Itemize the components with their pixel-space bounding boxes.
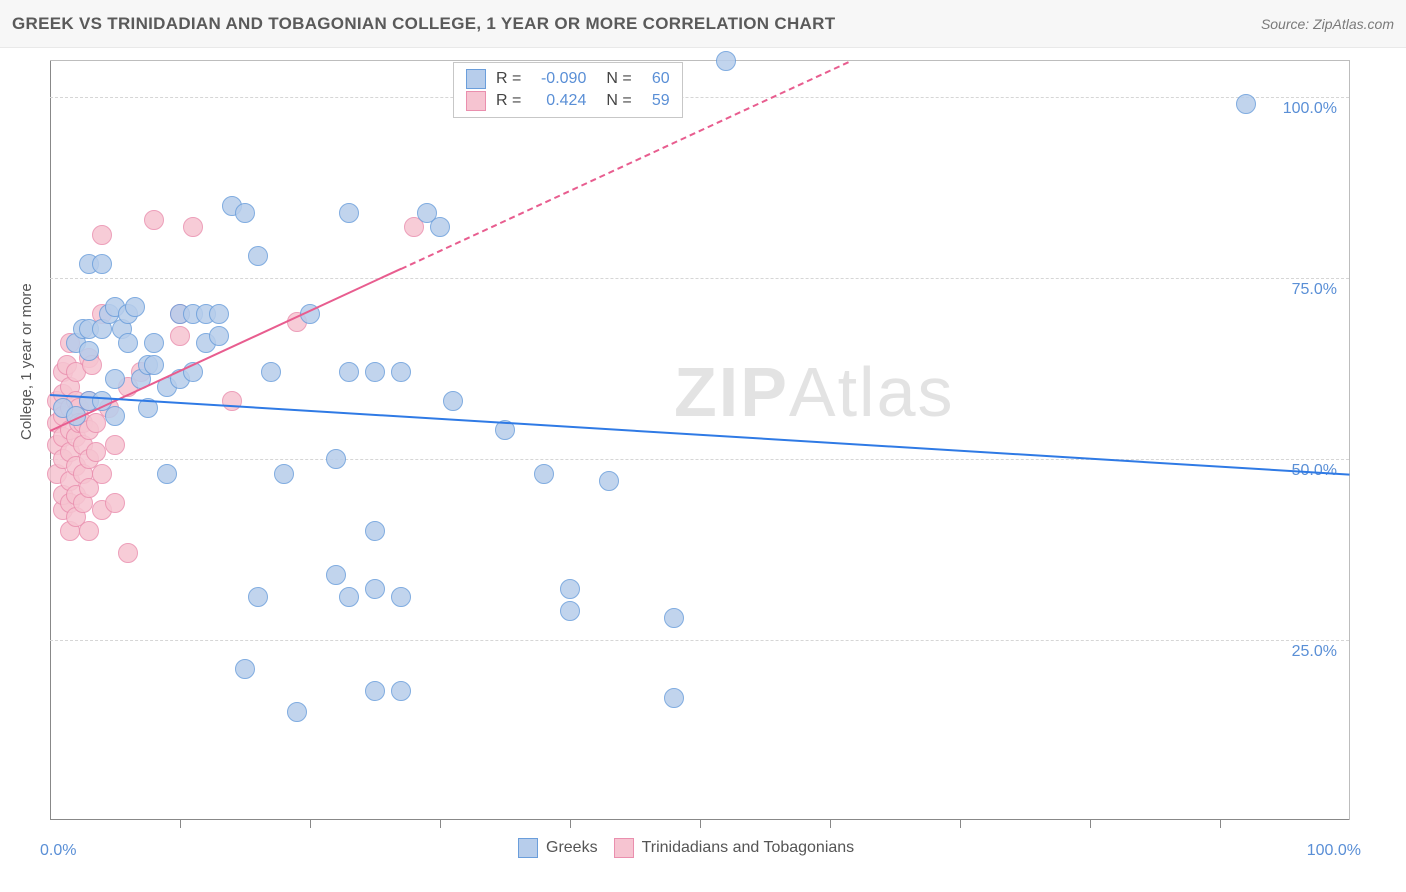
data-point-greeks <box>716 51 736 71</box>
data-point-greeks <box>560 579 580 599</box>
data-point-greeks <box>144 333 164 353</box>
data-point-greeks <box>105 369 125 389</box>
data-point-greeks <box>92 254 112 274</box>
xtick <box>830 820 831 828</box>
data-point-trinidadians <box>222 391 242 411</box>
data-point-greeks <box>430 217 450 237</box>
data-point-greeks <box>125 297 145 317</box>
data-point-trinidadians <box>86 442 106 462</box>
xtick <box>180 820 181 828</box>
legend-swatch <box>614 838 634 858</box>
data-point-greeks <box>235 659 255 679</box>
data-point-greeks <box>118 333 138 353</box>
watermark-zip: ZIP <box>674 353 789 431</box>
data-point-greeks <box>599 471 619 491</box>
watermark-atlas: Atlas <box>789 353 955 431</box>
data-point-greeks <box>274 464 294 484</box>
r-value: -0.090 <box>531 70 586 88</box>
xtick-label-min: 0.0% <box>40 842 76 860</box>
xtick <box>960 820 961 828</box>
xtick <box>1220 820 1221 828</box>
data-point-greeks <box>365 362 385 382</box>
legend-item-trinidadians: Trinidadians and Tobagonians <box>614 838 855 858</box>
r-label: R = <box>496 92 521 110</box>
n-value: 60 <box>642 70 670 88</box>
legend-label: Trinidadians and Tobagonians <box>642 839 855 857</box>
xtick <box>440 820 441 828</box>
r-label: R = <box>496 70 521 88</box>
n-label: N = <box>606 92 631 110</box>
xtick <box>1090 820 1091 828</box>
data-point-greeks <box>261 362 281 382</box>
data-point-greeks <box>287 702 307 722</box>
data-point-greeks <box>534 464 554 484</box>
data-point-trinidadians <box>92 225 112 245</box>
data-point-greeks <box>339 203 359 223</box>
watermark: ZIPAtlas <box>674 352 955 432</box>
chart-title: GREEK VS TRINIDADIAN AND TOBAGONIAN COLL… <box>12 14 835 34</box>
data-point-trinidadians <box>170 326 190 346</box>
data-point-greeks <box>209 326 229 346</box>
data-point-trinidadians <box>105 493 125 513</box>
data-point-trinidadians <box>144 210 164 230</box>
gridline-h <box>50 459 1349 460</box>
n-value: 59 <box>642 92 670 110</box>
legend-label: Greeks <box>546 839 598 857</box>
data-point-greeks <box>235 203 255 223</box>
source-attribution: Source: ZipAtlas.com <box>1261 16 1394 32</box>
data-point-greeks <box>209 304 229 324</box>
data-point-greeks <box>560 601 580 621</box>
scatter-plot-area: 25.0%50.0%75.0%100.0%ZIPAtlas <box>50 60 1350 820</box>
data-point-greeks <box>391 681 411 701</box>
legend-swatch <box>518 838 538 858</box>
legend-row-greeks: R = -0.090 N = 60 <box>466 68 670 90</box>
xtick <box>570 820 571 828</box>
r-value: 0.424 <box>531 92 586 110</box>
legend-swatch <box>466 91 486 111</box>
trend-line <box>50 394 1350 476</box>
title-bar: GREEK VS TRINIDADIAN AND TOBAGONIAN COLL… <box>0 0 1406 48</box>
data-point-trinidadians <box>92 464 112 484</box>
data-point-greeks <box>365 521 385 541</box>
legend-row-trinidadians: R = 0.424 N = 59 <box>466 90 670 112</box>
data-point-greeks <box>391 362 411 382</box>
legend-swatch <box>466 69 486 89</box>
y-axis-label: College, 1 year or more <box>18 283 35 440</box>
ytick-label: 75.0% <box>1292 281 1337 299</box>
data-point-greeks <box>339 587 359 607</box>
data-point-greeks <box>79 341 99 361</box>
gridline-h <box>50 278 1349 279</box>
gridline-h <box>50 97 1349 98</box>
data-point-greeks <box>144 355 164 375</box>
data-point-greeks <box>248 246 268 266</box>
series-legend: Greeks Trinidadians and Tobagonians <box>518 838 854 858</box>
xtick <box>700 820 701 828</box>
data-point-greeks <box>326 565 346 585</box>
data-point-greeks <box>365 579 385 599</box>
data-point-greeks <box>1236 94 1256 114</box>
data-point-greeks <box>664 688 684 708</box>
legend-item-greeks: Greeks <box>518 838 598 858</box>
data-point-greeks <box>443 391 463 411</box>
data-point-trinidadians <box>118 543 138 563</box>
data-point-greeks <box>157 464 177 484</box>
data-point-greeks <box>365 681 385 701</box>
data-point-trinidadians <box>183 217 203 237</box>
ytick-label: 100.0% <box>1283 100 1337 118</box>
data-point-greeks <box>664 608 684 628</box>
data-point-greeks <box>326 449 346 469</box>
gridline-h <box>50 640 1349 641</box>
data-point-greeks <box>248 587 268 607</box>
data-point-greeks <box>339 362 359 382</box>
xtick-label-max: 100.0% <box>1307 842 1361 860</box>
correlation-legend: R = -0.090 N = 60 R = 0.424 N = 59 <box>453 62 683 118</box>
data-point-trinidadians <box>105 435 125 455</box>
data-point-trinidadians <box>79 521 99 541</box>
n-label: N = <box>606 70 631 88</box>
ytick-label: 25.0% <box>1292 643 1337 661</box>
xtick <box>310 820 311 828</box>
data-point-greeks <box>105 406 125 426</box>
data-point-greeks <box>391 587 411 607</box>
